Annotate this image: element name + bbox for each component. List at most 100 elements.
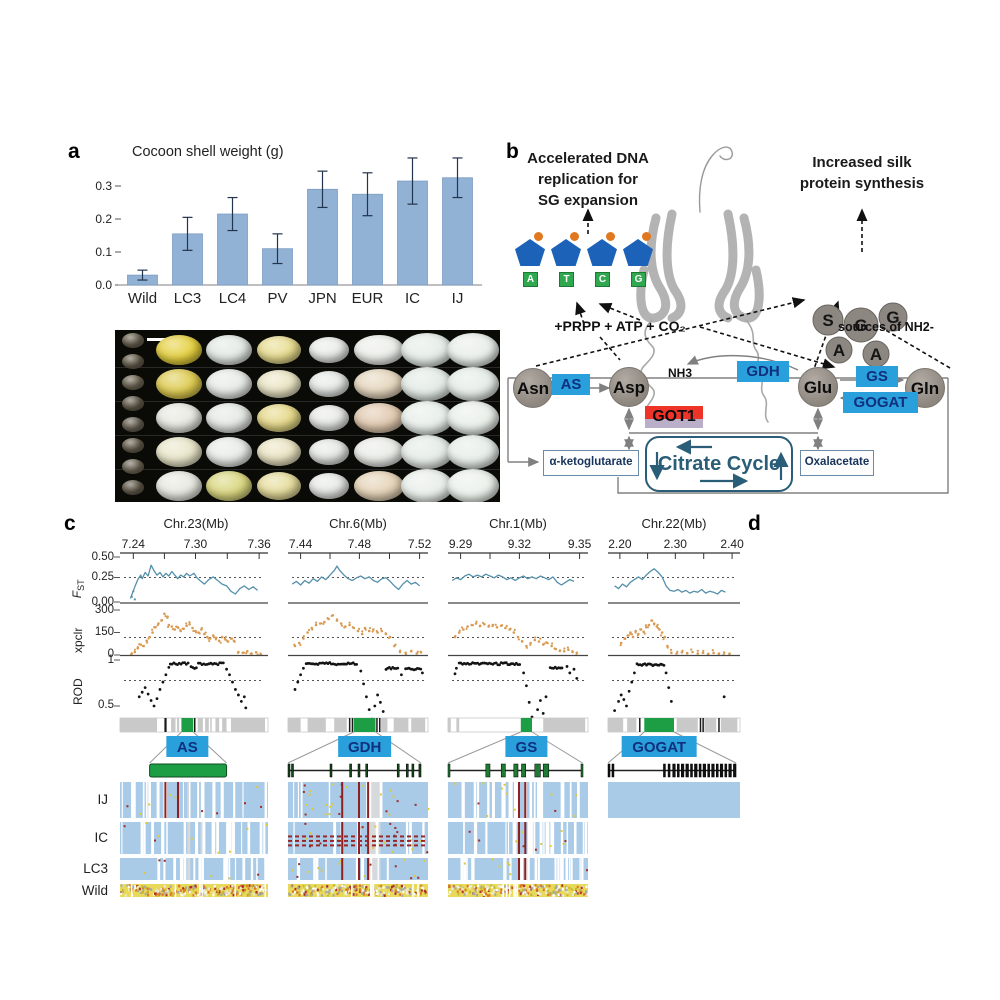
svg-text:7.24: 7.24 bbox=[122, 537, 146, 551]
cocoon-LC4 bbox=[206, 403, 252, 433]
sugar-icon bbox=[515, 239, 545, 266]
phosphate-icon bbox=[642, 232, 651, 241]
accelerated-dna-text: Accelerated DNA replication for SG expan… bbox=[527, 150, 649, 209]
fst-tick-025: 0.25 bbox=[91, 571, 114, 583]
svg-text:0.2: 0.2 bbox=[95, 212, 112, 226]
svg-text:2.40: 2.40 bbox=[720, 537, 744, 551]
panel-c-tracks: 7.24 7.30 7.36 AS 7.44 7.48 7.52 GDH 9.29 9.32 9.3… bbox=[114, 537, 744, 897]
cocoon-weight-chart: 0.0 0.1 0.2 0.3 Wild LC3 LC4 PV JPN EUR IC IJ bbox=[95, 157, 482, 307]
metabolite-glu: Glu bbox=[798, 367, 838, 407]
cocoon-LC4 bbox=[206, 437, 252, 467]
cocoon-PV bbox=[257, 438, 301, 466]
svg-text:S: S bbox=[822, 311, 833, 330]
svg-text:G: G bbox=[886, 308, 899, 327]
sugar-icon bbox=[587, 239, 617, 266]
amino-circle-A bbox=[825, 336, 853, 364]
base-icon: C bbox=[595, 272, 610, 287]
cocoon-EUR bbox=[354, 437, 404, 467]
enzyme-gs: GS bbox=[856, 366, 898, 387]
cocoon-EUR bbox=[354, 335, 404, 365]
cocoon-JPN bbox=[309, 439, 349, 465]
svg-text:PV: PV bbox=[267, 290, 287, 307]
amino-circle-S bbox=[812, 304, 844, 336]
svg-text:7.44: 7.44 bbox=[289, 537, 313, 551]
chr1-title: Chr.1(Mb) bbox=[489, 516, 547, 531]
haplotype-map-GDH bbox=[288, 782, 430, 897]
enzyme-as: AS bbox=[552, 374, 590, 395]
base-icon: A bbox=[523, 272, 538, 287]
citrate-cycle-arrows bbox=[649, 439, 789, 489]
citrate-cycle-box: Citrate Cycle bbox=[645, 436, 793, 492]
svg-text:7.36: 7.36 bbox=[247, 537, 271, 551]
nucleotide-A: A bbox=[515, 232, 549, 290]
cocoon-EUR bbox=[354, 471, 404, 501]
svg-text:IC: IC bbox=[405, 290, 420, 307]
nucleotide-C: C bbox=[587, 232, 621, 290]
akg-box: α-ketoglutarate bbox=[543, 450, 639, 476]
enzyme-gogat: GOGAT bbox=[843, 392, 918, 413]
gene-label-GDH bbox=[338, 736, 392, 757]
svg-text:LC3: LC3 bbox=[174, 290, 202, 307]
svg-text:0.1: 0.1 bbox=[95, 245, 112, 259]
svg-text:7.48: 7.48 bbox=[348, 537, 372, 551]
metabolite-asp: Asp bbox=[609, 367, 649, 407]
cocoon-wild bbox=[122, 479, 144, 495]
cocoon-wild bbox=[122, 458, 144, 474]
cocoon-LC4 bbox=[206, 369, 252, 399]
gene-label-AS bbox=[166, 736, 209, 757]
cocoon-IJ bbox=[447, 401, 499, 435]
cocoon-IC bbox=[401, 469, 453, 502]
chr23-title: Chr.23(Mb) bbox=[163, 516, 229, 531]
svg-text:0.0: 0.0 bbox=[95, 278, 112, 292]
enzyme-gdh: GDH bbox=[737, 361, 789, 382]
xpclr-tick-0: 0 bbox=[107, 648, 114, 660]
increased-silk-text: Increased silk protein synthesis bbox=[799, 154, 925, 192]
cocoon-LC3 bbox=[156, 471, 202, 501]
cocoon-IC bbox=[401, 333, 453, 367]
cocoon-IJ bbox=[447, 435, 499, 469]
haplotype-map-AS bbox=[120, 782, 269, 897]
hap-row-lc3: LC3 bbox=[83, 861, 108, 876]
track-column-GOGAT: 2.20 2.30 2.40 GOGAT bbox=[607, 537, 744, 778]
svg-text:A: A bbox=[833, 341, 845, 360]
svg-text:G: G bbox=[854, 316, 867, 335]
cocoon-wild bbox=[122, 374, 144, 390]
rod-axis-label: ROD bbox=[71, 678, 85, 705]
svg-text:9.29: 9.29 bbox=[449, 537, 473, 551]
xpclr-tick-150: 150 bbox=[94, 626, 114, 638]
svg-text:9.32: 9.32 bbox=[508, 537, 532, 551]
svg-text:7.52: 7.52 bbox=[408, 537, 432, 551]
xpclr-tick-300: 300 bbox=[94, 604, 114, 616]
cocoon-photo bbox=[115, 330, 500, 502]
panel-b-label: b bbox=[506, 140, 519, 163]
base-icon: T bbox=[559, 272, 574, 287]
chr6-title: Chr.6(Mb) bbox=[329, 516, 387, 531]
svg-text:GDH: GDH bbox=[348, 739, 381, 756]
svg-text:EUR: EUR bbox=[352, 290, 384, 307]
svg-text:Wild: Wild bbox=[128, 290, 157, 307]
gene-label-GS bbox=[505, 736, 548, 757]
amino-circle-G bbox=[843, 307, 879, 343]
cocoon-JPN bbox=[309, 371, 349, 397]
cocoon-IJ bbox=[447, 367, 499, 401]
svg-text:0.3: 0.3 bbox=[95, 179, 112, 193]
track-column-GDH: 7.44 7.48 7.52 GDH bbox=[287, 537, 432, 778]
phosphate-icon bbox=[534, 232, 543, 241]
gene-label-GOGAT bbox=[621, 736, 697, 757]
cocoon-LC3 bbox=[156, 335, 202, 365]
cocoon-IC bbox=[401, 367, 453, 401]
svg-text:AS: AS bbox=[177, 739, 198, 756]
cocoon-LC4 bbox=[206, 471, 252, 501]
cocoon-wild bbox=[122, 416, 144, 432]
cocoon-IJ bbox=[447, 469, 499, 502]
svg-text:2.30: 2.30 bbox=[664, 537, 688, 551]
svg-text:9.35: 9.35 bbox=[568, 537, 592, 551]
cocoon-IC bbox=[401, 435, 453, 469]
cocoon-EUR bbox=[354, 403, 404, 433]
panel-d-label: d bbox=[748, 512, 761, 535]
cocoon-EUR bbox=[354, 369, 404, 399]
